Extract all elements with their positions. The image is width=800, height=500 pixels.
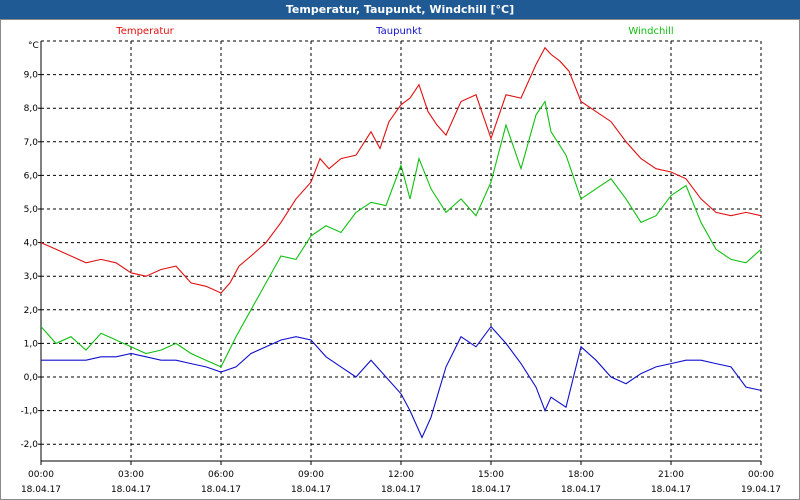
x-tick-date: 18.04.17 [111,485,151,495]
chart-title: Temperatur, Taupunkt, Windchill [°C] [0,0,800,19]
y-tick-label: 5,0 [24,205,39,215]
legend: Temperatur Taupunkt Windchill [115,26,673,37]
y-tick-label: 6,0 [24,171,39,181]
x-ticks: 00:00 18.04.17 03:00 18.04.17 06:00 18.04.17 0… [21,461,781,495]
chart-frame: °C 9,0 8,0 7,0 6,0 5,0 4,0 3,0 2,0 1,0 0,0 -1,0 -2,… [0,19,800,500]
x-tick-date: 18.04.17 [651,485,691,495]
y-tick-label: 7,0 [24,138,39,148]
y-tick-label: 0,0 [24,373,39,383]
x-tick-time: 12:00 [388,470,414,480]
x-tick-time: 15:00 [478,470,504,480]
legend-windchill: Windchill [628,26,673,37]
y-tick-label: -2,0 [20,440,38,450]
x-tick-date: 18.04.17 [291,485,331,495]
y-tick-label: 9,0 [24,71,39,81]
line-chart: °C 9,0 8,0 7,0 6,0 5,0 4,0 3,0 2,0 1,0 0,0 -1,0 -2,… [20,26,781,495]
x-tick-time: 18:00 [568,470,594,480]
series-line-windchill [40,100,762,368]
y-axis-unit: °C [28,41,39,51]
x-tick-date: 18.04.17 [561,485,601,495]
x-tick-date: 18.04.17 [471,485,511,495]
x-tick-date: 18.04.17 [381,485,421,495]
x-tick-date: 18.04.17 [201,485,241,495]
x-tick-time: 00:00 [748,470,774,480]
grid [41,40,762,461]
series-line-taupunkt [41,325,762,439]
x-tick-time: 03:00 [118,470,144,480]
x-tick-time: 00:00 [28,470,54,480]
y-tick-label: 3,0 [24,272,39,282]
axes: °C [28,41,761,462]
y-tick-label: -1,0 [20,407,38,417]
x-tick-date: 18.04.17 [21,485,61,495]
x-tick-date: 19.04.17 [741,485,781,495]
x-tick-time: 06:00 [208,470,234,480]
x-tick-time: 09:00 [298,470,324,480]
legend-taupunkt: Taupunkt [375,26,422,37]
legend-temperatur: Temperatur [115,26,174,37]
x-tick-time: 21:00 [658,470,684,480]
y-tick-label: 2,0 [24,306,39,316]
y-tick-label: 4,0 [24,239,39,249]
y-tick-label: 8,0 [24,104,39,114]
series-line-temperatur [40,46,762,294]
y-tick-label: 1,0 [24,339,39,349]
series-lines [40,46,762,439]
y-ticks: 9,0 8,0 7,0 6,0 5,0 4,0 3,0 2,0 1,0 0,0 -1,0 -2,0 [20,71,41,450]
